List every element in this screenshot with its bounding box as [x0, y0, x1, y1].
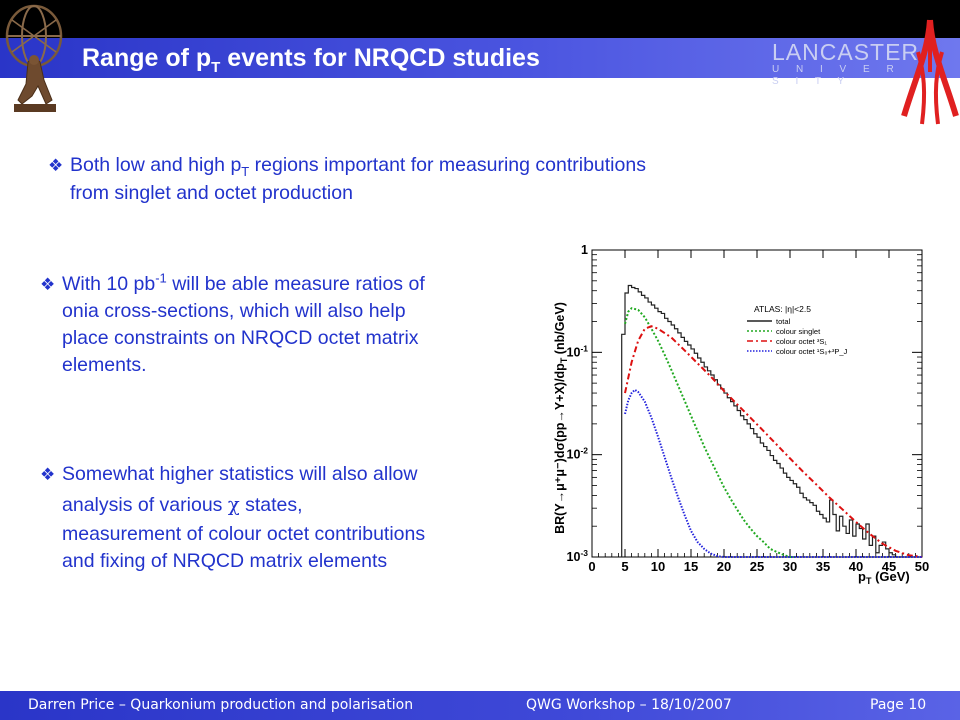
- university-name: LANCASTER: [772, 39, 920, 65]
- y-tick-label: 10-3: [567, 548, 589, 564]
- bullet-text: With 10 pb: [62, 273, 156, 295]
- axis-ticks: [591, 249, 923, 558]
- bullet-2-line-2: onia cross-sections, which will also hel…: [62, 300, 406, 322]
- bullet-subscript: T: [241, 163, 250, 179]
- bullet-1-line-1: Both low and high pT regions important f…: [70, 152, 646, 179]
- bullet-diamond-icon: ❖: [40, 465, 56, 484]
- title-bar: [0, 38, 960, 78]
- series-colour-octet-3s1: [624, 325, 923, 558]
- bullet-text: analysis of various: [62, 494, 228, 516]
- bullet-diamond-icon: ❖: [48, 156, 64, 175]
- title-text-rest: events for NRQCD studies: [220, 44, 540, 72]
- bullet-3-line-4: and fixing of NRQCD matrix elements: [62, 550, 388, 572]
- bullet-text: Both low and high p: [70, 154, 242, 176]
- legend-entry-label: colour octet ³S₁: [776, 337, 827, 346]
- bullet-1-line-2: from singlet and octet production: [70, 182, 353, 204]
- series-layer: [621, 284, 923, 558]
- legend-entry-label: colour octet ¹S₀+³P_J: [776, 347, 848, 356]
- plot-frame: [591, 249, 923, 558]
- y-tick-label: 10-2: [567, 446, 589, 462]
- bullet-text: states,: [239, 494, 303, 516]
- tick-labels: 0 5 10 15 20 25 30 35 40 45 50 10-3 10-2 10-1 1: [567, 243, 930, 574]
- x-tick-label: 25: [750, 559, 764, 574]
- x-axis-title: pT (GeV): [858, 569, 910, 585]
- bullet-3-line-3: measurement of colour octet contribution…: [62, 523, 426, 545]
- top-black-band: [0, 0, 960, 38]
- title-text: Range of p: [82, 44, 212, 72]
- university-sub: U N I V E R S I T Y: [772, 64, 901, 87]
- bullet-2: ❖ With 10 pb-1 will be able measure rati…: [40, 271, 520, 391]
- y-axis-title: BR(Υ→μ⁺μ⁻)dσ(pp→Υ+X)/dpT (nb/GeV): [553, 302, 569, 534]
- bullet-2-line-3: place constraints on NRQCD octet matrix: [62, 327, 419, 349]
- title-subscript: T: [211, 59, 221, 76]
- atlas-logo: [5, 4, 63, 112]
- pt-distribution-chart: 0 5 10 15 20 25 30 35 40 45 50 10-3 10-2 10-1 1 BR(Υ→μ…: [553, 243, 930, 585]
- series-colour-octet-1s0-3pj: [624, 388, 922, 558]
- series-colour-singlet: [624, 307, 797, 558]
- bullet-diamond-icon: ❖: [40, 275, 56, 294]
- x-tick-label: 0: [588, 559, 595, 574]
- bullet-1: ❖ Both low and high pT regions important…: [48, 152, 808, 208]
- footer-event: QWG Workshop – 18/10/2007: [526, 697, 732, 713]
- legend-entry-label: total: [776, 317, 791, 326]
- x-tick-label: 40: [849, 559, 863, 574]
- bullet-3-line-1: Somewhat higher statistics will also all…: [62, 463, 418, 485]
- bullet-text: will be able measure ratios of: [166, 273, 425, 295]
- x-tick-label: 20: [717, 559, 731, 574]
- bullet-text: regions important for measuring contribu…: [249, 154, 646, 176]
- bullet-3-line-2: analysis of various χ states,: [62, 491, 303, 519]
- slide-title: Range of pT events for NRQCD studies: [82, 44, 540, 76]
- x-tick-label: 50: [915, 559, 929, 574]
- x-tick-label: 10: [651, 559, 665, 574]
- bullet-3: ❖ Somewhat higher statistics will also a…: [40, 461, 520, 581]
- x-tick-label: 15: [684, 559, 698, 574]
- bullet-2-line-4: elements.: [62, 354, 147, 376]
- lancaster-wordmark: LANCASTER U N I V E R S I T Y: [772, 39, 920, 87]
- bullet-superscript: -1: [155, 270, 167, 286]
- x-tick-label: 35: [816, 559, 830, 574]
- x-tick-label: 5: [621, 559, 628, 574]
- y-tick-label: 1: [581, 243, 588, 257]
- bullet-2-line-1: With 10 pb-1 will be able measure ratios…: [62, 271, 425, 298]
- footer-bar: Darren Price – Quarkonium production and…: [0, 691, 960, 720]
- y-tick-label: 10-1: [567, 343, 589, 359]
- x-tick-label: 45: [882, 559, 896, 574]
- footer-author: Darren Price – Quarkonium production and…: [28, 697, 414, 713]
- legend-entry-label: colour singlet: [776, 327, 821, 336]
- lancaster-crest-icon: [901, 19, 959, 125]
- x-tick-label: 30: [783, 559, 797, 574]
- chi-symbol: χ: [227, 493, 240, 516]
- footer-page-number: Page 10: [870, 697, 927, 713]
- legend-title: ATLAS: |η|<2.5: [754, 304, 811, 314]
